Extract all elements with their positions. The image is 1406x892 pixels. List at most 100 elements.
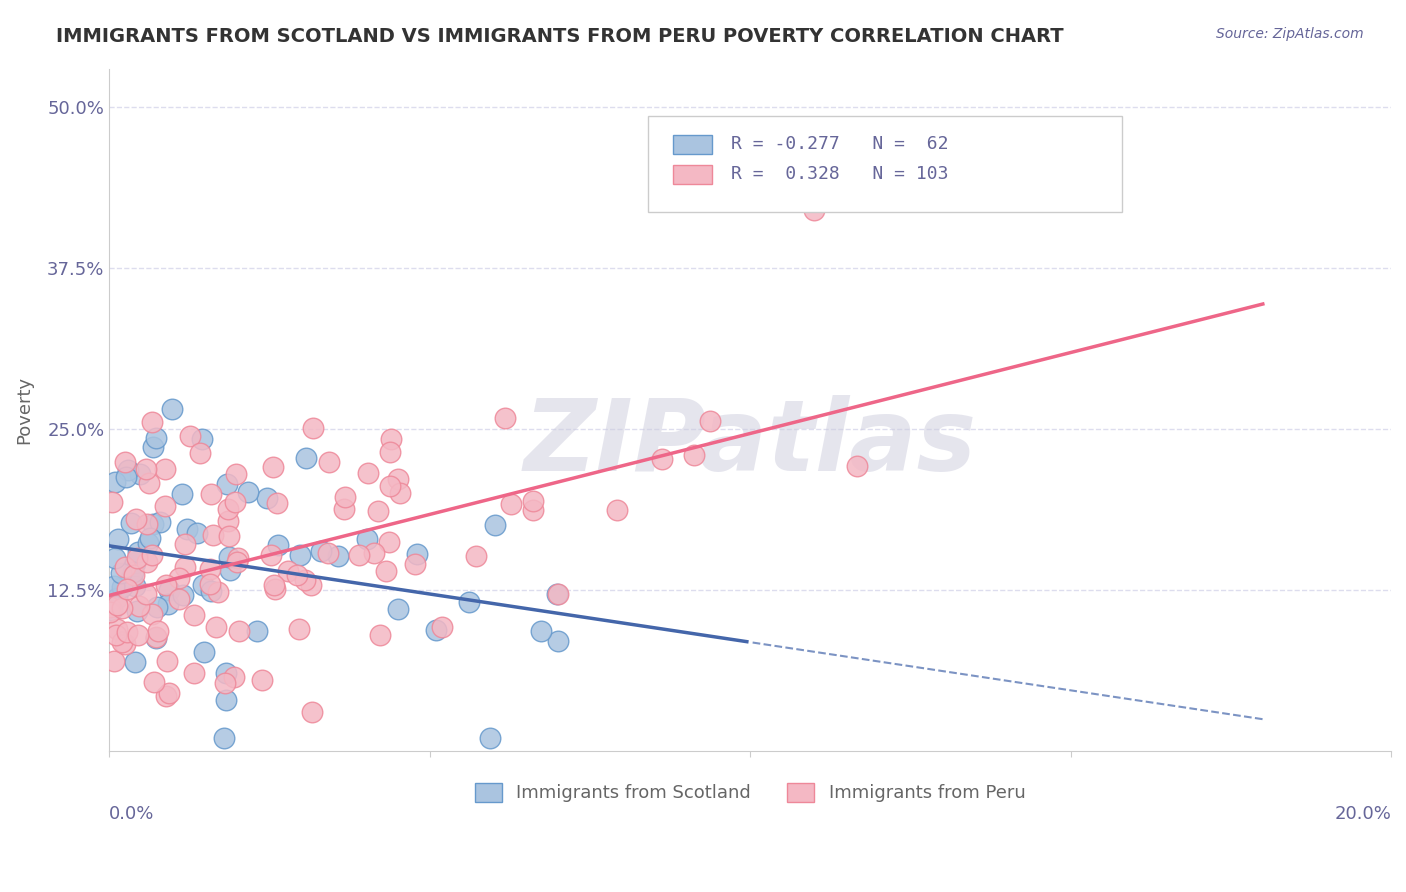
Point (287, 623, 309, 637)
Point (380, 479, 402, 493)
Point (387, 472, 409, 486)
Point (267, 538, 290, 552)
Point (173, 588, 195, 602)
Point (318, 455, 340, 469)
Point (214, 675, 236, 690)
Point (141, 415, 163, 429)
Point (183, 666, 205, 681)
Point (380, 432, 402, 446)
Point (484, 518, 506, 533)
Point (193, 645, 215, 659)
Point (225, 555, 247, 569)
Point (125, 550, 148, 565)
Point (370, 628, 392, 642)
Point (256, 491, 278, 505)
Point (522, 494, 544, 508)
Point (146, 599, 169, 614)
Point (98, 599, 121, 614)
Text: Source: ZipAtlas.com: Source: ZipAtlas.com (1216, 27, 1364, 41)
Point (238, 485, 260, 500)
Point (299, 578, 322, 592)
Point (378, 535, 401, 549)
Point (115, 582, 138, 596)
Point (136, 536, 159, 550)
Point (127, 627, 149, 641)
Point (122, 567, 145, 582)
Point (430, 620, 453, 634)
Point (228, 624, 250, 639)
Point (215, 477, 238, 491)
Point (124, 556, 146, 570)
Point (117, 463, 139, 477)
Point (156, 654, 179, 668)
Point (262, 460, 284, 475)
Point (285, 567, 308, 582)
Point (141, 607, 163, 622)
Point (205, 620, 228, 634)
Point (110, 566, 132, 580)
Point (464, 549, 486, 563)
Point (122, 565, 145, 579)
Point (145, 431, 167, 445)
Point (128, 599, 150, 614)
Point (457, 595, 479, 609)
Point (207, 585, 229, 599)
Point (378, 444, 401, 458)
Point (128, 467, 150, 482)
Point (170, 486, 193, 500)
Point (224, 670, 246, 684)
Point (127, 604, 149, 618)
Point (111, 635, 134, 649)
Point (145, 631, 167, 645)
Point (246, 624, 269, 638)
Point (183, 608, 205, 623)
Point (142, 516, 165, 531)
Point (522, 503, 544, 517)
Point (302, 421, 325, 435)
Point (101, 603, 124, 617)
Point (225, 467, 247, 482)
Point (160, 402, 183, 417)
Point (215, 665, 238, 680)
Point (125, 512, 148, 526)
Point (114, 469, 136, 483)
Point (546, 587, 568, 601)
Point (142, 440, 165, 454)
Point (136, 555, 159, 569)
Point (124, 655, 146, 669)
Point (169, 592, 191, 607)
Point (198, 562, 221, 576)
Point (494, 411, 516, 425)
Point (405, 548, 427, 562)
Point (155, 689, 177, 703)
Point (260, 548, 283, 562)
Point (114, 636, 136, 650)
Point (651, 451, 673, 466)
Point (174, 559, 197, 574)
Point (145, 630, 167, 644)
Point (104, 475, 127, 490)
Point (217, 502, 239, 516)
Point (277, 564, 299, 578)
Point (120, 516, 142, 530)
Point (200, 487, 222, 501)
Point (201, 528, 224, 542)
Point (115, 625, 138, 640)
Point (141, 548, 163, 562)
Point (215, 692, 238, 706)
Point (356, 532, 378, 546)
Point (111, 580, 134, 594)
Point (389, 485, 412, 500)
FancyBboxPatch shape (673, 135, 711, 153)
Point (135, 587, 157, 601)
Point (103, 654, 125, 668)
Point (316, 546, 339, 560)
Point (530, 624, 553, 638)
Text: ZIPatlas: ZIPatlas (523, 395, 977, 492)
Point (100, 495, 122, 509)
FancyBboxPatch shape (648, 116, 1122, 211)
Point (155, 578, 177, 592)
Point (105, 598, 128, 612)
Point (169, 571, 191, 585)
Point (124, 579, 146, 593)
